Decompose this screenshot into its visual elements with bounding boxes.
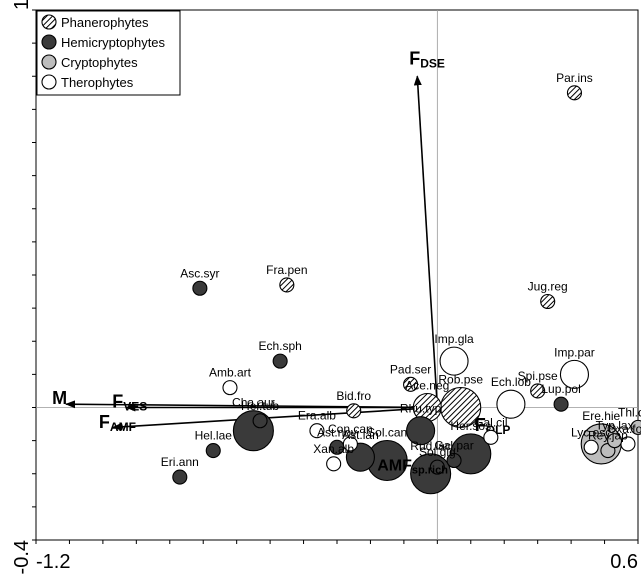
point-label-gal-par: Gal.par bbox=[434, 439, 473, 453]
point-gal-par bbox=[446, 452, 462, 469]
point-bid-fro bbox=[346, 403, 362, 419]
point-lyc-esc bbox=[583, 439, 599, 455]
annotation-amfsp-rich: AMFsp.rich bbox=[377, 457, 448, 476]
point-label-oxa-fon: Oxa.fon bbox=[607, 422, 641, 436]
point-typ-lax bbox=[607, 433, 623, 449]
point-par-ins bbox=[566, 85, 583, 101]
point-label-lup-pol: Lup.pol bbox=[541, 382, 580, 396]
point-label-spi-pse: Spi.pse bbox=[518, 369, 558, 383]
point-xan-alb bbox=[326, 456, 342, 472]
point-thl-dub bbox=[630, 419, 641, 435]
point-label-xan-alb: Xan.alb bbox=[313, 442, 354, 456]
point-label-era-alb: Era.alb bbox=[298, 409, 336, 423]
point-label-imp-gla: Imp.gla bbox=[434, 332, 474, 346]
label-layer: Par.ins Fra.pen Asc.syr Jug.reg Imp.gla Ech.s… bbox=[161, 71, 641, 477]
vector-label-fdse: FDSE bbox=[409, 48, 445, 70]
point-label-ech-lob: Ech.lob bbox=[491, 375, 531, 389]
point-label-par-ins: Par.ins bbox=[556, 71, 593, 85]
point-label-jug-reg: Jug.reg bbox=[528, 280, 568, 294]
legend-swatch-cryptophytes bbox=[41, 54, 57, 70]
point-label-bid-fro: Bid.fro bbox=[336, 389, 371, 403]
legend-label-therophytes: Therophytes bbox=[61, 75, 134, 90]
point-eri-ann bbox=[172, 469, 188, 485]
point-cha-aur bbox=[232, 410, 274, 452]
point-amb-art bbox=[222, 380, 238, 396]
point-hel-lae bbox=[205, 443, 221, 459]
point-pad-ser bbox=[403, 376, 419, 392]
point-label-ace-neg: Ace.neg bbox=[405, 379, 449, 393]
point-rhu-typ bbox=[406, 416, 436, 446]
vector-label-m: M bbox=[52, 388, 67, 408]
point-label-eri-ann: Eri.ann bbox=[161, 455, 199, 469]
point-label-sol-gig: Sol.gig bbox=[419, 445, 456, 459]
point-imp-par bbox=[559, 359, 590, 389]
point-label-sol-can: Sol.can bbox=[367, 426, 407, 440]
point-label-rey-jap: Rey.jap bbox=[588, 429, 628, 443]
point-era-alb bbox=[309, 423, 325, 439]
point-label-rud-lac: Rud.lac bbox=[410, 439, 451, 453]
point-label-gal-cil: Gal.cil bbox=[474, 415, 507, 429]
legend: Phanerophytes Hemicryptophytes Cryptophyte… bbox=[36, 10, 181, 96]
point-label-rhu-typ: Rhu.typ bbox=[400, 402, 442, 416]
legend-label-phanerophytes: Phanerophytes bbox=[61, 15, 149, 30]
x-tick-label-left: -1.2 bbox=[36, 551, 70, 573]
legend-box bbox=[36, 10, 181, 96]
point-label-ech-sph: Ech.sph bbox=[258, 339, 301, 353]
point-label-con-can: Con.can bbox=[328, 422, 373, 436]
point-imp-gla bbox=[439, 346, 469, 376]
legend-swatch-therophytes bbox=[41, 74, 57, 90]
legend-swatch-hemicryptophytes bbox=[41, 34, 57, 50]
vector-arrow-famf bbox=[111, 406, 438, 431]
point-layer bbox=[172, 85, 641, 495]
point-label-fra-pen: Fra.pen bbox=[266, 263, 307, 277]
point-lup-pol bbox=[553, 396, 569, 412]
point-hel-tub bbox=[252, 413, 268, 429]
point-sol-gig bbox=[429, 459, 445, 475]
point-label-ere-hie: Ere.hie bbox=[582, 409, 620, 423]
point-ech-lob bbox=[496, 389, 526, 419]
axis-ticks: 1.2 -0.4-1.2 0.6 bbox=[11, 0, 639, 574]
point-label-hel-tub: Hel.tub bbox=[241, 399, 279, 413]
point-label-ast-lan: Ast.lan bbox=[342, 428, 379, 442]
point-label-her-sos: Her.sos bbox=[450, 419, 491, 433]
point-label-ast-nov: Ast.nov bbox=[317, 425, 357, 439]
point-ech-sph bbox=[272, 353, 288, 369]
point-label-imp-par: Imp.par bbox=[554, 345, 595, 359]
y-tick-label-bottom: -0.4 bbox=[11, 540, 33, 574]
point-spi-pse bbox=[530, 383, 546, 399]
legend-label-cryptophytes: Cryptophytes bbox=[61, 55, 138, 70]
point-label-cha-aur: Cha.aur bbox=[232, 396, 275, 410]
point-label-lyc-esc: Lyc.esc bbox=[571, 425, 611, 439]
point-label-pad-ser: Pad.ser bbox=[390, 362, 431, 376]
point-label-hel-lae: Hel.lae bbox=[195, 429, 233, 443]
point-gal-cil bbox=[483, 429, 499, 445]
point-jug-reg bbox=[540, 293, 556, 310]
point-asc-syr bbox=[192, 280, 208, 296]
point-label-rob-pse: Rob.pse bbox=[438, 373, 483, 387]
point-fra-pen bbox=[279, 277, 295, 293]
vector-arrow-fdse bbox=[413, 75, 439, 408]
vector-label-famf: FAMF bbox=[99, 412, 136, 434]
point-label-typ-lax: Typ.lax bbox=[596, 419, 634, 433]
legend-label-hemicryptophytes: Hemicryptophytes bbox=[61, 35, 166, 50]
point-label-asc-syr: Asc.syr bbox=[180, 266, 219, 280]
y-tick-label-top: 1.2 bbox=[11, 0, 33, 10]
vector-label-fves: FVES bbox=[112, 392, 147, 414]
legend-swatch-phanerophytes bbox=[41, 14, 57, 30]
x-tick-label-right: 0.6 bbox=[610, 551, 638, 573]
point-label-thl-dub: Thl.dub bbox=[618, 405, 641, 419]
point-label-amb-art: Amb.art bbox=[209, 366, 252, 380]
point-con-can bbox=[342, 436, 358, 452]
